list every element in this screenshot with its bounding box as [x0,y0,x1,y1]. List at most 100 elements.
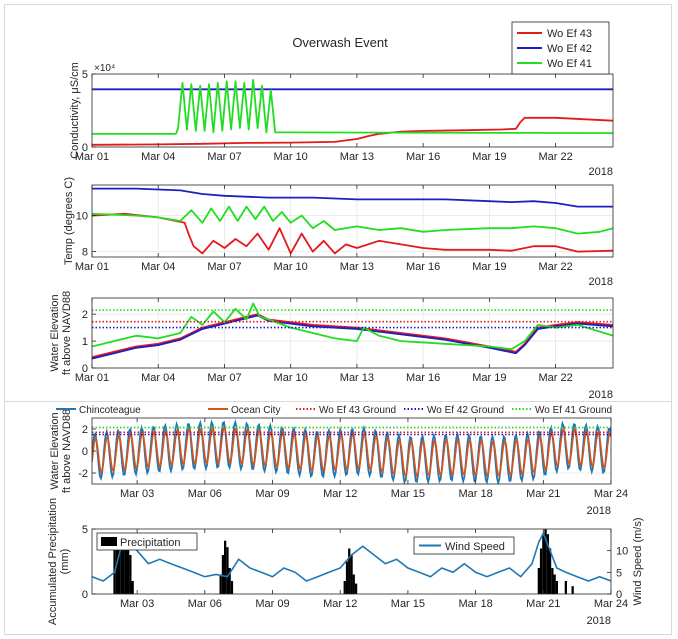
tides-frame: Mar 03 Mar 06 Mar 09 Mar 12 Mar 15 Mar 18 Mar … [78,417,628,500]
conductivity-axes [92,74,613,147]
precip-wind-ytick-label-0: 0 [82,589,88,601]
legend-wells: Wo Ef 43 Wo Ef 42 Wo Ef 41 [511,21,610,75]
precip-bar-16 [345,561,349,594]
wells-line-wo-ef-42 [92,314,613,360]
precip-bar-24 [544,529,547,594]
temperature-xtick-label-0: Mar 01 [75,261,109,273]
precip-bar-12 [226,547,229,594]
lower-figure-frame [4,401,672,635]
wind-ytick-label-2: 10 [616,546,628,558]
tides-legend-label-0: Chincoteague [79,405,141,416]
temperature-line-wo-ef-42 [92,187,613,208]
precip-wind-xtick-label-6: Mar 21 [526,598,560,610]
temperature-ytick-label-0: 8 [82,247,88,259]
figure-title: Overwash Event [292,35,388,50]
precip-wind-frame: Mar 03 Mar 06 Mar 09 Mar 12 Mar 15 Mar 18 Mar … [82,524,628,610]
precip-bar-10 [221,555,225,594]
wells-xtick-label-3: Mar 10 [274,372,308,384]
tides-legend-label-1: Ocean City [231,405,280,416]
legend-label-1: Wo Ef 42 [547,43,592,55]
chart-root: Overwash Event Mar 01 Mar 04 Mar 07 Mar 10 Ma… [47,21,644,627]
wells-xtick-label-5: Mar 16 [406,372,440,384]
conductivity-ylabel-0: Conductivity, μS/cm [69,62,81,159]
tides-legend-label-2: Wo Ef 43 Ground [319,405,396,416]
conductivity-plot-area [92,74,613,147]
wells-ytick-label-0: 0 [82,363,88,375]
precip-bar-19 [352,574,355,594]
precip-bar-0 [113,542,116,594]
precip-wind-xtick-label-3: Mar 12 [323,598,357,610]
precip-wind-xtick-label-7: Mar 24 [594,598,628,610]
precip-bar-29 [555,581,558,594]
tides-xtick-label-3: Mar 12 [323,488,357,500]
precip-wind-year-label: 2018 [587,615,611,627]
precip-bar-23 [542,535,545,594]
conductivity-exponent-label: ×10⁴ [94,63,115,74]
precip-wind-xtick-label-5: Mar 18 [458,598,492,610]
conductivity-line-wo-ef-41 [92,78,613,135]
precip-bar-4 [122,542,125,594]
tides-xtick-label-0: Mar 03 [120,488,154,500]
temperature-xtick-label-5: Mar 16 [406,261,440,273]
precip-bar-17 [348,548,351,594]
legend-wind: Wind Speed [413,536,515,555]
precip-bar-8 [131,581,134,594]
tides-ytick-label-0: -2 [78,468,88,480]
precip-bar-6 [127,548,130,594]
precip-wind-ytick-label-1: 5 [82,524,88,536]
precip-bar-31 [571,586,574,594]
precip-wind-ylabel-1: (mm) [59,549,71,575]
legend-precip-swatch [101,537,117,546]
legend-precip-label: Precipitation [120,537,181,549]
tides-year-label: 2018 [587,505,611,517]
precip-bar-14 [230,581,234,594]
wind-speed-line [91,531,612,582]
wells-xtick-label-1: Mar 04 [141,372,175,384]
temperature-line-wo-ef-43 [92,212,613,255]
precip-bar-21 [537,568,540,594]
wells-xtick-label-0: Mar 01 [75,372,109,384]
conductivity-xtick-label-3: Mar 10 [274,151,308,163]
legend-wind-box [413,536,515,555]
precip-bar-27 [551,568,554,594]
tides-ytick-label-2: 2 [82,424,88,436]
conductivity-xtick-label-2: Mar 07 [207,151,241,163]
precip-bar-18 [350,555,353,594]
precip-bar-26 [548,548,552,594]
wells-axes-box [91,297,614,369]
precip-bar-28 [553,574,556,594]
wells-ylabel-1: ft above NAVD88 [61,291,73,375]
conductivity-xtick-label-4: Mar 13 [340,151,374,163]
temperature-xtick-label-4: Mar 13 [340,261,374,273]
tides-xtick-label-2: Mar 09 [255,488,289,500]
conductivity-ytick-label-1: 5 [82,69,88,81]
wells-xtick-label-6: Mar 19 [472,372,506,384]
conductivity-frame: Mar 01 Mar 04 Mar 07 Mar 10 Mar 13 Mar 16 Mar … [75,69,614,163]
temperature-ytick-label-1: 10 [76,211,88,223]
wells-ytick-label-2: 2 [82,309,88,321]
conductivity-year-label: 2018 [589,166,613,178]
precip-bar-30 [564,581,567,594]
conductivity-axes-box [91,73,614,148]
wind-ytick-label-0: 0 [616,589,622,601]
tides-series [92,418,611,484]
conductivity-ytick-label-0: 0 [82,142,88,154]
wells-ytick-label-1: 1 [82,336,88,348]
temperature-xtick-label-1: Mar 04 [141,261,175,273]
precip-bar-11 [224,540,227,594]
tides-xtick-label-4: Mar 15 [391,488,425,500]
precip-wind-xtick-label-1: Mar 06 [188,598,222,610]
conductivity-xtick-label-6: Mar 19 [472,151,506,163]
temperature-xtick-label-2: Mar 07 [207,261,241,273]
conductivity-xtick-label-1: Mar 04 [141,151,175,163]
temperature-frame: Mar 01 Mar 04 Mar 07 Mar 10 Mar 13 Mar 16 Mar … [75,184,614,273]
wells-ylabel-0: Water Elevation [49,294,61,371]
precip-bar-13 [228,568,231,594]
precip-bar-3 [120,535,123,594]
tides-legend-label-4: Wo Ef 41 Ground [535,405,612,416]
precip-wind-xtick-label-4: Mar 15 [391,598,425,610]
temperature-line-wo-ef-41 [92,205,613,235]
precip-bar-22 [539,548,543,594]
tides-legend-label-3: Wo Ef 42 Ground [427,405,504,416]
